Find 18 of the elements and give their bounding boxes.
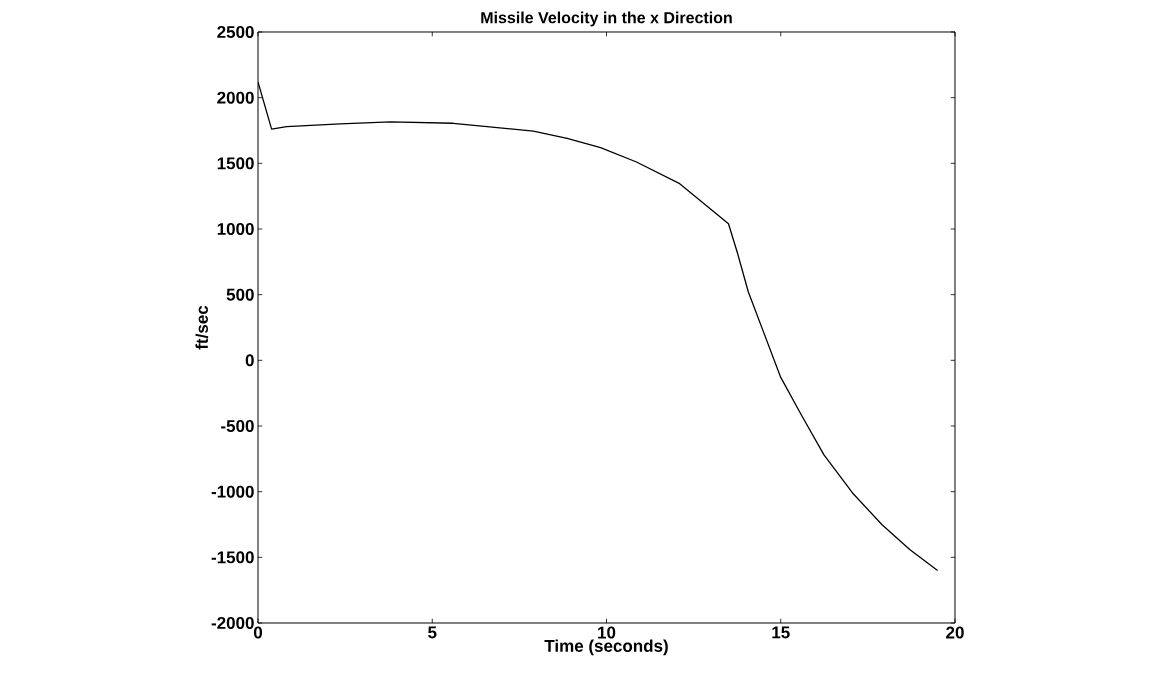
x-tick-label: 5 [428, 626, 437, 639]
y-tick-label: 1500 [217, 157, 254, 170]
x-tick-label: 10 [598, 626, 616, 639]
y-tick-label: -2000 [211, 616, 254, 630]
x-axis-title: Time (seconds) [544, 639, 668, 656]
y-tick-label: 0 [245, 354, 254, 367]
y-tick-label: -1000 [211, 485, 254, 498]
y-tick-label: 2500 [217, 25, 254, 39]
y-tick-label: 500 [226, 288, 254, 301]
y-tick-label: 2000 [217, 91, 254, 104]
x-tick-label: 20 [946, 626, 964, 639]
chart-title: Missile Velocity in the x Direction [481, 11, 732, 27]
y-tick-label: -500 [221, 419, 254, 433]
y-tick-label: 1000 [217, 222, 254, 236]
y-tick-label: -1500 [211, 551, 254, 564]
y-axis-title: ft/sec [195, 305, 209, 350]
x-tick-label: 15 [772, 626, 790, 639]
x-tick-label: 0 [253, 626, 263, 639]
